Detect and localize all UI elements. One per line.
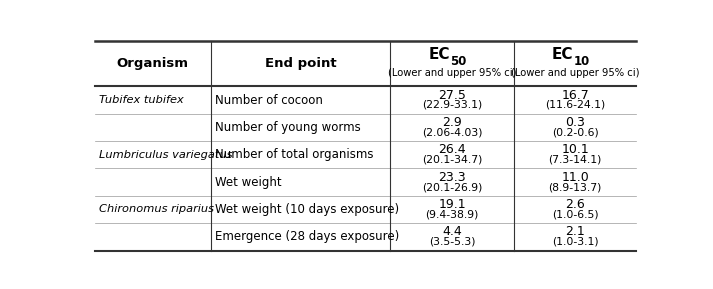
- Text: Number of cocoon: Number of cocoon: [215, 94, 324, 107]
- Text: (1.0-6.5): (1.0-6.5): [552, 210, 599, 219]
- Text: Wet weight (10 days exposure): Wet weight (10 days exposure): [215, 203, 399, 216]
- Text: 10.1: 10.1: [561, 143, 589, 156]
- Text: Lumbriculus variegatus: Lumbriculus variegatus: [99, 150, 232, 160]
- Text: 26.4: 26.4: [438, 143, 466, 156]
- Text: 50: 50: [451, 55, 467, 68]
- Text: 19.1: 19.1: [438, 198, 466, 211]
- Text: (20.1-34.7): (20.1-34.7): [422, 155, 482, 165]
- Text: (Lower and upper 95% ci): (Lower and upper 95% ci): [511, 68, 640, 78]
- Text: (2.06-4.03): (2.06-4.03): [422, 127, 482, 137]
- Text: Chironomus riparius: Chironomus riparius: [99, 205, 214, 214]
- Text: (22.9-33.1): (22.9-33.1): [422, 100, 482, 110]
- Text: Number of young worms: Number of young worms: [215, 121, 361, 134]
- Text: EC: EC: [429, 47, 451, 62]
- Text: 2.6: 2.6: [565, 198, 585, 211]
- Text: Wet weight: Wet weight: [215, 176, 282, 189]
- Text: (0.2-0.6): (0.2-0.6): [552, 127, 599, 137]
- Text: (11.6-24.1): (11.6-24.1): [545, 100, 605, 110]
- Text: Tubifex tubifex: Tubifex tubifex: [99, 95, 184, 105]
- Text: EC: EC: [552, 47, 573, 62]
- Text: 2.1: 2.1: [565, 225, 585, 238]
- Text: Organism: Organism: [117, 57, 189, 70]
- Text: (20.1-26.9): (20.1-26.9): [422, 182, 482, 192]
- Text: 23.3: 23.3: [438, 171, 466, 184]
- Text: 2.9: 2.9: [442, 116, 462, 129]
- Text: 4.4: 4.4: [442, 225, 462, 238]
- Text: (3.5-5.3): (3.5-5.3): [429, 237, 476, 247]
- Text: 11.0: 11.0: [561, 171, 589, 184]
- Text: 10: 10: [573, 55, 590, 68]
- Text: (Lower and upper 95% ci): (Lower and upper 95% ci): [388, 68, 516, 78]
- Text: End point: End point: [265, 57, 337, 70]
- Text: 27.5: 27.5: [438, 89, 466, 102]
- Text: Emergence (28 days exposure): Emergence (28 days exposure): [215, 230, 400, 243]
- Text: (1.0-3.1): (1.0-3.1): [552, 237, 599, 247]
- Text: Number of total organisms: Number of total organisms: [215, 148, 374, 161]
- Text: 16.7: 16.7: [561, 89, 589, 102]
- Text: (7.3-14.1): (7.3-14.1): [548, 155, 602, 165]
- Text: (8.9-13.7): (8.9-13.7): [548, 182, 602, 192]
- Text: 0.3: 0.3: [565, 116, 585, 129]
- Text: (9.4-38.9): (9.4-38.9): [426, 210, 478, 219]
